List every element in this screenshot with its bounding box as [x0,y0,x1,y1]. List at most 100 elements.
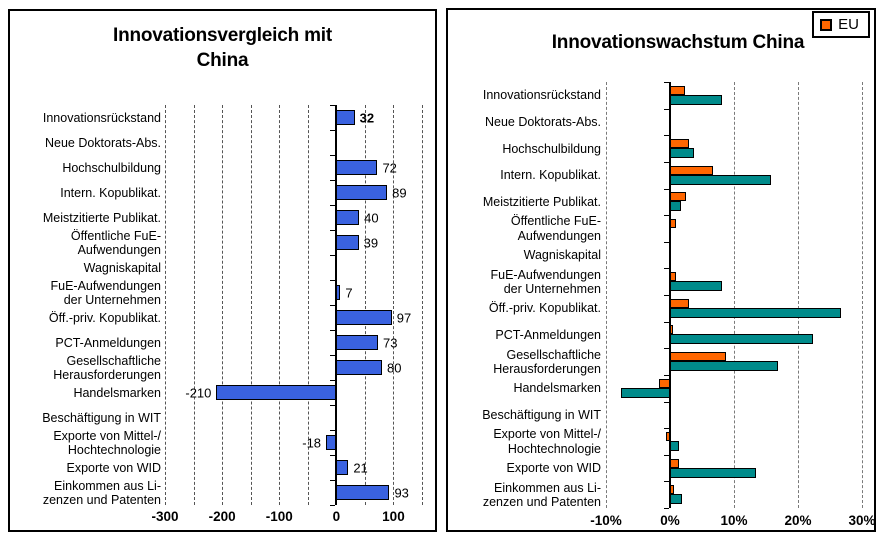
category-label: Öff.-priv. Kopublikat. [48,310,161,325]
axis-tick [664,241,669,243]
x-axis-tick-label: 10% [720,513,748,528]
gridline [606,82,607,508]
bar [336,460,349,475]
category-label: Wagniskapital [523,247,601,262]
bar-eu [670,192,686,202]
axis-tick [664,348,669,350]
category-label: Exporte von WID [66,460,161,475]
category-label: Exporte von Mittel-/ Hochtechnologie [53,428,161,457]
axis-tick [330,505,336,506]
value-label: -18 [302,435,322,450]
axis-tick [664,481,669,483]
axis-tick [664,374,669,376]
value-label: 89 [392,185,407,200]
axis-tick [330,230,336,231]
bar-china [670,361,779,372]
value-label: 40 [364,210,379,225]
category-label: Einkommen aus Li- zenzen und Patenten [42,478,161,507]
bar-eu [670,458,679,468]
x-axis-tick-label: -100 [265,509,293,524]
category-label: Neue Doktorats-Abs. [484,114,601,129]
chart-title-left: Innovationsvergleich mit China [112,25,333,71]
bar-eu [666,431,670,441]
axis-tick [330,155,336,156]
bar-china [670,174,772,185]
category-label: Wagniskapital [83,260,161,275]
bar-china [670,334,813,345]
gridline [862,82,863,508]
eu-legend-label: EU [838,16,859,33]
axis-tick [664,215,669,217]
bar-eu [670,485,674,495]
bar-china [670,148,695,159]
x-axis-tick-label: -10% [590,513,622,528]
category-label: FuE-Aufwendungen der Unternehmen [50,278,162,307]
category-label: Öffentliche FuE- Aufwendungen [510,214,601,243]
gridline [165,105,166,505]
axis-tick [664,161,669,163]
gridline [279,105,281,505]
x-axis-tick-label: 0% [660,513,680,528]
category-label: Öffentliche FuE- Aufwendungen [70,228,161,257]
value-label: 97 [396,310,412,325]
gridline [393,105,395,505]
axis-tick [664,428,669,430]
gridline [193,105,195,505]
bar [336,210,360,225]
category-label: Intern. Kopublikat. [60,185,161,200]
bar-eu [670,325,674,335]
gridline [222,105,224,505]
axis-tick [330,455,336,456]
axis-tick [330,355,336,356]
axis-tick [664,321,669,323]
value-label: -210 [185,385,212,400]
gridline [734,82,735,508]
bar-china [670,94,722,105]
category-label: Handelsmarken [513,381,601,396]
value-label: 93 [394,485,409,500]
zero-axis-line [669,82,671,508]
bar [336,185,388,200]
value-label: 72 [382,160,397,175]
category-label: Hochschulbildung [502,141,601,156]
bar-china [670,467,756,478]
category-label: Meistzitierte Publikat. [482,194,601,209]
category-label: Innovationsrückstand [42,110,161,125]
category-label: Beschäftigung in WIT [42,410,161,425]
category-label: Handelsmarken [73,385,161,400]
bar-china [670,201,681,212]
bar-china [670,494,683,505]
category-label: Hochschulbildung [62,160,161,175]
category-label: Neue Doktorats-Abs. [44,135,161,150]
x-axis-tick-label: -200 [208,509,236,524]
axis-tick [330,330,336,331]
bar [336,360,383,375]
axis-tick [330,430,336,431]
category-label: Innovationsrückstand [482,88,601,103]
bar [336,310,392,325]
bar-eu [670,165,713,175]
category-label: FuE-Aufwendungen der Unternehmen [490,267,602,296]
category-label: Gesellschaftliche Herausforderungen [53,353,161,382]
value-label: 21 [353,460,368,475]
bar [336,335,379,350]
bar [336,160,378,175]
axis-tick [664,508,669,509]
category-label: Intern. Kopublikat. [500,168,601,183]
axis-tick [664,82,669,83]
axis-tick [330,380,336,381]
chart-innovationswachstum-panel: Innovationswachstum China EU Innovations… [446,8,876,532]
axis-tick [330,205,336,206]
bar-eu [670,85,685,95]
category-label: Exporte von WID [506,460,601,475]
category-label: Meistzitierte Publikat. [42,210,161,225]
axis-tick [330,280,336,281]
bar-eu [670,298,690,308]
chart-innovationsvergleich-panel: Innovationsvergleich mit China Innovatio… [8,9,437,532]
x-axis-tick-label: 20% [784,513,812,528]
x-axis-tick-label: 30% [848,513,876,528]
axis-tick [330,480,336,481]
bar-eu [670,352,727,362]
bar-eu [659,378,670,388]
